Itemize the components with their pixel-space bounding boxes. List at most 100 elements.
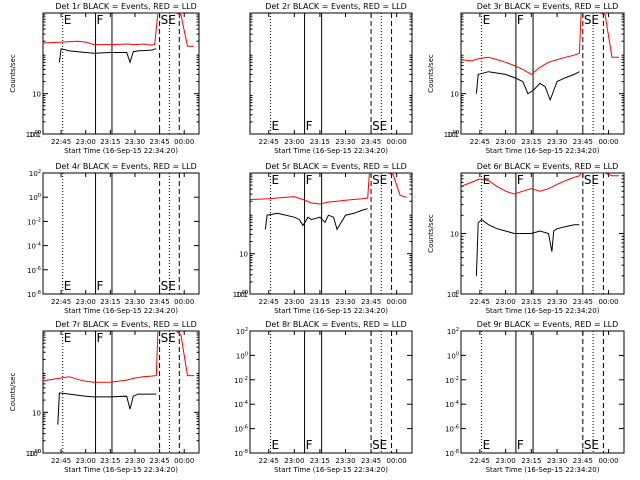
x-tick-label: 22:45 bbox=[51, 457, 71, 465]
x-axis-label: Start Time (16-Sep-15 22:34:20) bbox=[486, 466, 600, 474]
events-series-line bbox=[475, 71, 580, 102]
panel-title: Det 2r BLACK = Events, RED = LLD bbox=[265, 2, 407, 11]
x-tick-label: 23:00 bbox=[76, 138, 96, 146]
event-marker-label: SE bbox=[161, 13, 176, 27]
plot-frame bbox=[460, 172, 625, 295]
y-tick-label: 10 bbox=[32, 409, 41, 417]
lld-series-line bbox=[43, 331, 195, 383]
plot-frame bbox=[460, 330, 625, 454]
x-tick-label: 23:15 bbox=[310, 298, 330, 306]
event-marker-label: SE bbox=[584, 438, 599, 452]
y-tick-label: 10-8 bbox=[27, 290, 41, 299]
y-tick-label: 1 bbox=[455, 291, 459, 299]
event-marker-label: F bbox=[97, 13, 104, 27]
y-tick-label: 10-2 bbox=[27, 217, 41, 226]
y-tick-label: 10-4 bbox=[234, 400, 248, 409]
y-tick-label: 100 bbox=[447, 290, 459, 299]
y-tick-label: 102 bbox=[236, 327, 248, 336]
event-marker-label: E bbox=[271, 119, 279, 133]
x-tick-label: 23:00 bbox=[76, 298, 96, 306]
y-tick-label: 1000 bbox=[233, 290, 248, 299]
y-axis-label: Counts/sec bbox=[9, 54, 17, 93]
panel-title: Det 6r BLACK = Events, RED = LLD bbox=[477, 162, 619, 171]
x-tick-label: 23:45 bbox=[573, 457, 593, 465]
event-marker-label: E bbox=[483, 13, 491, 27]
panel-title: Det 5r BLACK = Events, RED = LLD bbox=[265, 162, 407, 171]
events-series-line bbox=[475, 218, 580, 276]
detector-panel: Det 1r BLACK = Events, RED = LLD 22:45 23:… bbox=[9, 2, 200, 155]
panel-title: Det 1r BLACK = Events, RED = LLD bbox=[55, 2, 197, 11]
x-tick-label: 23:15 bbox=[310, 457, 330, 465]
x-axis-label: Start Time (16-Sep-15 22:34:20) bbox=[274, 147, 388, 155]
detector-panel: Det 3r BLACK = Events, RED = LLD 22:45 23:… bbox=[427, 2, 625, 155]
x-tick-label: 00:00 bbox=[174, 298, 194, 306]
x-tick-label: 23:00 bbox=[496, 138, 516, 146]
lld-series-line bbox=[250, 173, 408, 205]
x-tick-label: 23:45 bbox=[361, 298, 381, 306]
plot-frame bbox=[42, 172, 200, 295]
event-marker-label: F bbox=[306, 119, 313, 133]
x-tick-label: 22:45 bbox=[51, 298, 71, 306]
y-tick-label: 100 bbox=[447, 351, 459, 360]
detector-panel: Det 8r BLACK = Events, RED = LLD 22:45 23:… bbox=[234, 320, 413, 474]
x-tick-label: 00:00 bbox=[174, 457, 194, 465]
plot-frame bbox=[249, 12, 413, 135]
x-axis-label: Start Time (16-Sep-15 22:34:20) bbox=[274, 466, 388, 474]
events-series-line bbox=[264, 208, 368, 231]
x-tick-label: 23:00 bbox=[496, 298, 516, 306]
event-marker-label: SE bbox=[161, 331, 176, 345]
event-marker-label: SE bbox=[372, 119, 387, 133]
x-axis-label: Start Time (16-Sep-15 22:34:20) bbox=[64, 466, 178, 474]
y-tick-label: 10-4 bbox=[27, 242, 41, 251]
x-tick-label: 23:00 bbox=[284, 138, 304, 146]
event-marker-label: F bbox=[97, 331, 104, 345]
panel-title: Det 3r BLACK = Events, RED = LLD bbox=[477, 2, 619, 11]
event-marker-label: E bbox=[64, 13, 72, 27]
plot-frame bbox=[42, 12, 200, 135]
y-tick-label: 10-6 bbox=[27, 266, 41, 275]
x-tick-label: 23:45 bbox=[573, 298, 593, 306]
detector-panel: Det 6r BLACK = Events, RED = LLD 22:45 23:… bbox=[427, 162, 625, 315]
x-tick-label: 22:45 bbox=[470, 138, 490, 146]
x-tick-label: 00:00 bbox=[598, 138, 618, 146]
lld-series-line bbox=[461, 173, 619, 195]
x-tick-label: 23:00 bbox=[496, 457, 516, 465]
x-tick-label: 22:45 bbox=[51, 138, 71, 146]
x-tick-label: 23:30 bbox=[335, 298, 355, 306]
y-tick-label: 10 bbox=[239, 251, 248, 259]
event-marker-label: E bbox=[483, 438, 491, 452]
y-tick-label: 10-8 bbox=[445, 449, 459, 458]
y-axis-label: Counts/sec bbox=[427, 54, 435, 93]
x-tick-label: 23:45 bbox=[573, 138, 593, 146]
x-tick-label: 23:30 bbox=[125, 457, 145, 465]
event-marker-label: E bbox=[64, 279, 72, 293]
detector-panel: Det 2r BLACK = Events, RED = LLD 22:45 23:… bbox=[249, 2, 413, 155]
y-tick-label: 1000 bbox=[444, 130, 459, 139]
x-tick-label: 22:45 bbox=[259, 138, 279, 146]
detector-panel: Det 4r BLACK = Events, RED = LLD 22:45 23:… bbox=[27, 162, 200, 315]
x-tick-label: 23:45 bbox=[149, 457, 169, 465]
y-tick-label: 10-4 bbox=[445, 400, 459, 409]
event-marker-label: SE bbox=[372, 438, 387, 452]
x-tick-label: 23:15 bbox=[100, 298, 120, 306]
x-tick-label: 23:45 bbox=[361, 138, 381, 146]
lld-series-line bbox=[43, 13, 195, 47]
x-tick-label: 00:00 bbox=[387, 138, 407, 146]
x-tick-label: 23:00 bbox=[284, 457, 304, 465]
plot-frame bbox=[42, 330, 200, 454]
x-tick-label: 23:30 bbox=[125, 298, 145, 306]
x-tick-label: 23:15 bbox=[100, 138, 120, 146]
x-tick-label: 22:45 bbox=[259, 457, 279, 465]
event-marker-label: SE bbox=[584, 173, 599, 187]
y-tick-label: 10-8 bbox=[234, 449, 248, 458]
y-tick-label: 100 bbox=[236, 351, 248, 360]
x-tick-label: 23:00 bbox=[284, 298, 304, 306]
events-series-line bbox=[57, 392, 157, 425]
y-tick-label: 10-2 bbox=[234, 376, 248, 385]
plot-frame bbox=[249, 172, 413, 295]
event-marker-label: F bbox=[306, 438, 313, 452]
x-tick-label: 00:00 bbox=[387, 457, 407, 465]
event-marker-label: F bbox=[517, 438, 524, 452]
event-marker-label: F bbox=[517, 13, 524, 27]
